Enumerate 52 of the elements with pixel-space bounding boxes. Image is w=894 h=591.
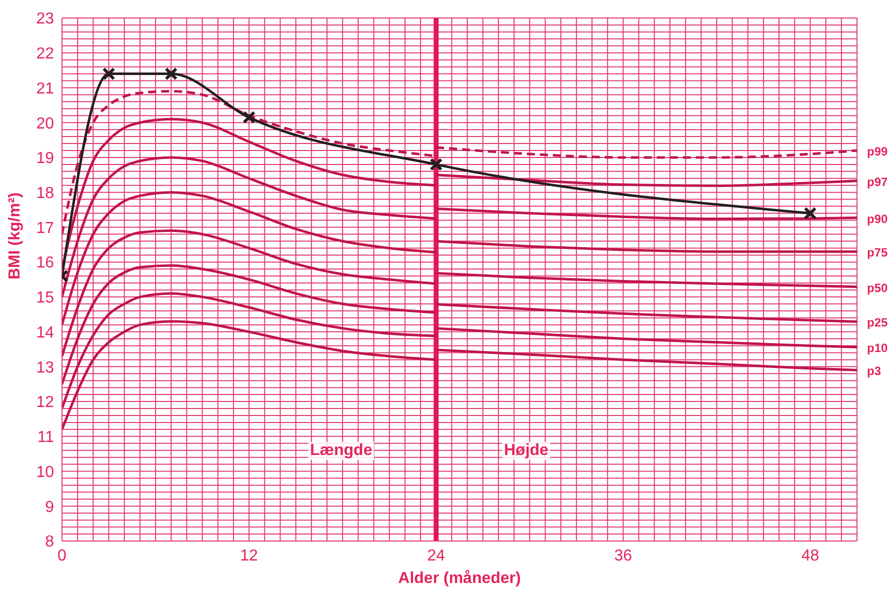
line-series bbox=[434, 348, 857, 372]
line-series bbox=[62, 191, 438, 326]
x-tick-label: 48 bbox=[801, 547, 820, 564]
point bbox=[242, 110, 256, 124]
point bbox=[102, 67, 116, 80]
x-axis-title: Alder (måneder) bbox=[398, 569, 521, 587]
series-label: p90 bbox=[867, 212, 888, 226]
annotation: Højde bbox=[502, 442, 550, 460]
y-tick-label: 12 bbox=[36, 394, 54, 412]
line-series bbox=[434, 272, 857, 288]
line-series bbox=[434, 240, 857, 253]
y-tick-label: 22 bbox=[36, 46, 54, 63]
series-label: p3 bbox=[867, 364, 882, 378]
series-label: p75 bbox=[867, 246, 888, 260]
y-tick-label: 16 bbox=[36, 254, 54, 272]
series-label: p97 bbox=[867, 174, 888, 189]
series-label: p25 bbox=[867, 316, 888, 330]
line-series bbox=[434, 303, 857, 323]
point bbox=[430, 158, 443, 171]
series-label: p50 bbox=[867, 280, 888, 295]
line-series bbox=[434, 146, 857, 159]
point bbox=[164, 67, 178, 80]
y-tick-label: 11 bbox=[37, 429, 54, 446]
line-series bbox=[62, 320, 438, 431]
y-tick-label: 21 bbox=[36, 80, 54, 98]
point bbox=[804, 206, 817, 220]
x-tick-label: 36 bbox=[614, 547, 632, 564]
annotation: Længde bbox=[308, 442, 374, 460]
y-tick-label: 14 bbox=[36, 324, 54, 342]
line-series bbox=[62, 156, 438, 298]
line-series bbox=[434, 174, 857, 187]
line-series bbox=[434, 327, 857, 348]
series-label: p10 bbox=[867, 341, 888, 356]
y-axis-title: BMI (kg/m²) bbox=[6, 192, 24, 280]
line-series bbox=[62, 264, 438, 386]
y-tick-label: 23 bbox=[36, 10, 54, 28]
y-tick-label: 8 bbox=[45, 534, 54, 551]
y-tick-label: 19 bbox=[36, 150, 54, 168]
series-label: p99 bbox=[867, 144, 888, 158]
x-tick-label: 24 bbox=[427, 547, 446, 564]
y-tick-label: 15 bbox=[36, 290, 54, 307]
y-tick-label: 9 bbox=[45, 498, 54, 516]
y-tick-label: 20 bbox=[36, 115, 54, 132]
line-series bbox=[62, 229, 438, 358]
line-series bbox=[62, 292, 438, 410]
y-tick-label: 13 bbox=[36, 359, 54, 376]
x-tick-label: 0 bbox=[58, 547, 67, 564]
y-tick-label: 10 bbox=[36, 464, 54, 481]
line-series bbox=[434, 207, 857, 220]
x-tick-label: 12 bbox=[240, 547, 258, 564]
y-tick-label: 17 bbox=[36, 220, 54, 237]
y-tick-label: 18 bbox=[36, 185, 54, 202]
